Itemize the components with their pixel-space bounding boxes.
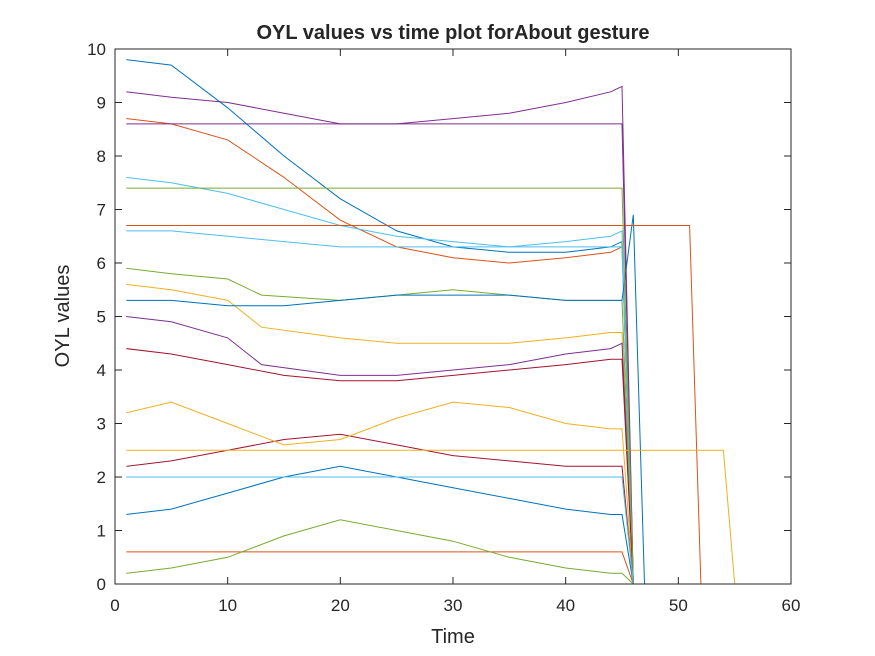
series-line-9 xyxy=(126,551,634,585)
series-line-4 xyxy=(126,316,634,585)
series-line-11 xyxy=(126,85,634,585)
series-line-14 xyxy=(126,348,634,585)
axes-background xyxy=(115,49,791,584)
series-line-2 xyxy=(126,118,634,585)
series-line-13 xyxy=(126,230,634,585)
y-tick-label: 8 xyxy=(97,147,106,166)
x-tick-label: 40 xyxy=(556,596,575,615)
series-layer xyxy=(126,59,736,585)
series-line-12 xyxy=(126,519,634,585)
series-line-17 xyxy=(126,449,736,585)
series-line-8 xyxy=(126,465,634,585)
x-tick-label: 10 xyxy=(218,596,237,615)
y-tick-label: 0 xyxy=(97,575,106,594)
x-axis-ticks: 0 10 20 30 40 50 60 xyxy=(110,49,800,615)
series-line-15 xyxy=(126,214,645,585)
series-line-6 xyxy=(126,176,634,585)
plot-area: 0 10 20 30 40 50 60 0 1 2 3 4 5 6 7 8 9 10 xyxy=(87,40,800,615)
series-line-19 xyxy=(126,187,634,585)
y-axis-label: OYL values xyxy=(52,265,74,368)
x-axis-label: Time xyxy=(431,626,475,648)
y-tick-label: 7 xyxy=(97,201,106,220)
y-tick-label: 1 xyxy=(97,522,106,541)
series-line-16 xyxy=(126,225,702,585)
x-tick-label: 50 xyxy=(669,596,688,615)
series-line-18 xyxy=(126,123,634,585)
y-tick-label: 5 xyxy=(97,308,106,327)
x-tick-label: 60 xyxy=(782,596,801,615)
y-tick-label: 9 xyxy=(97,94,106,113)
x-tick-label: 0 xyxy=(110,596,119,615)
series-line-20 xyxy=(126,476,634,585)
chart-title: OYL values vs time plot forAbout gesture xyxy=(256,22,649,44)
y-tick-label: 3 xyxy=(97,415,106,434)
y-tick-label: 6 xyxy=(97,254,106,273)
series-line-10 xyxy=(126,401,634,585)
y-tick-label: 2 xyxy=(97,468,106,487)
y-tick-label: 10 xyxy=(87,40,106,59)
y-tick-label: 4 xyxy=(97,361,106,380)
series-line-3 xyxy=(126,283,634,585)
x-tick-label: 20 xyxy=(331,596,350,615)
y-axis-ticks: 0 1 2 3 4 5 6 7 8 9 10 xyxy=(87,40,791,594)
x-tick-label: 30 xyxy=(444,596,463,615)
